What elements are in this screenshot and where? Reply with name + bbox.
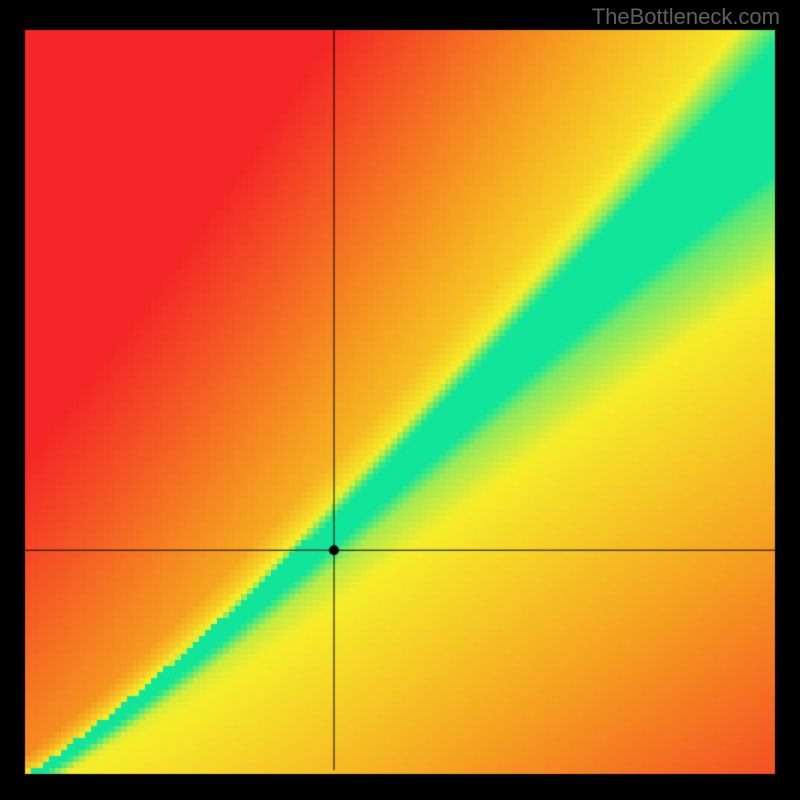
chart-container: TheBottleneck.com xyxy=(0,0,800,800)
watermark-text: TheBottleneck.com xyxy=(592,4,780,30)
bottleneck-heatmap xyxy=(0,0,800,800)
